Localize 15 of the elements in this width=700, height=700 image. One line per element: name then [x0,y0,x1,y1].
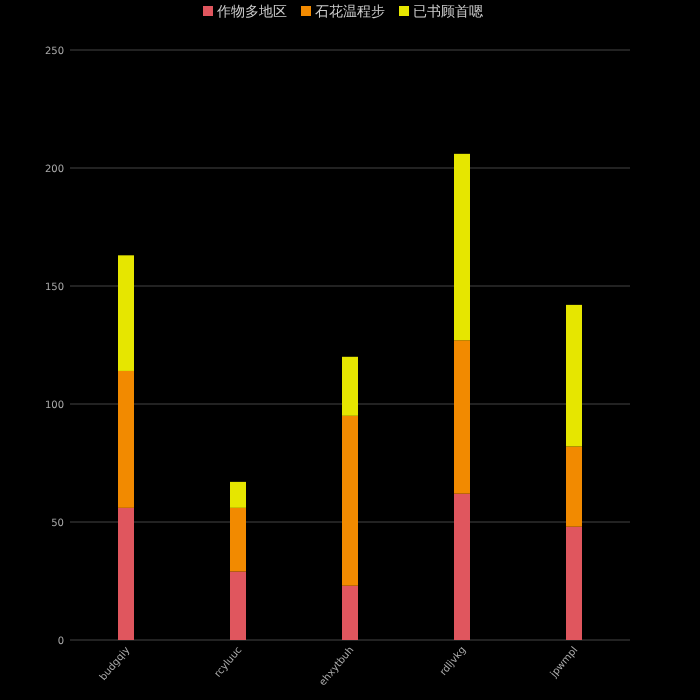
bar [230,507,246,572]
bar [454,153,470,341]
bar [342,415,358,586]
bar [230,571,246,640]
bar [342,585,358,640]
bar [454,493,470,640]
bar [118,370,134,508]
bar [118,507,134,640]
bar [566,304,582,447]
bar [566,446,582,527]
bar [342,356,358,416]
bar [118,255,134,371]
bar [454,340,470,494]
bar [566,526,582,640]
bar [230,481,246,508]
